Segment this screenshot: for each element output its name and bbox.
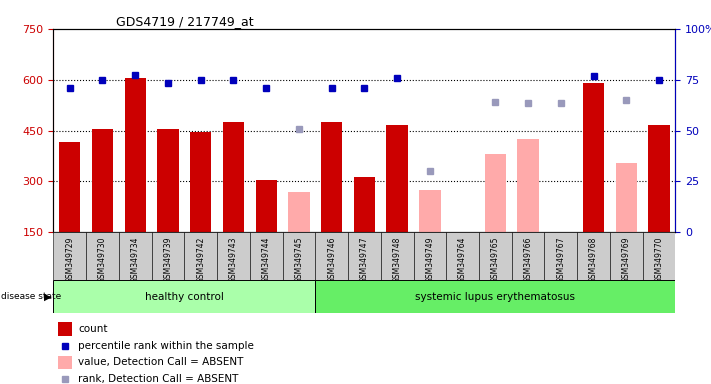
Text: GSM349745: GSM349745 bbox=[294, 236, 304, 283]
FancyBboxPatch shape bbox=[577, 232, 610, 280]
Bar bbox=[124, 78, 146, 232]
Text: GSM349766: GSM349766 bbox=[523, 236, 533, 283]
Bar bbox=[648, 126, 670, 232]
FancyBboxPatch shape bbox=[53, 280, 315, 313]
Bar bbox=[518, 139, 539, 232]
FancyBboxPatch shape bbox=[315, 232, 348, 280]
Bar bbox=[223, 122, 244, 232]
Text: GSM349730: GSM349730 bbox=[98, 236, 107, 283]
FancyBboxPatch shape bbox=[348, 232, 381, 280]
FancyBboxPatch shape bbox=[381, 232, 414, 280]
Bar bbox=[616, 163, 637, 232]
Text: systemic lupus erythematosus: systemic lupus erythematosus bbox=[415, 291, 575, 302]
Text: healthy control: healthy control bbox=[145, 291, 224, 302]
Bar bbox=[354, 177, 375, 232]
FancyBboxPatch shape bbox=[282, 232, 315, 280]
Text: count: count bbox=[78, 324, 107, 334]
FancyBboxPatch shape bbox=[151, 232, 184, 280]
Bar bbox=[92, 129, 113, 232]
Bar bbox=[419, 190, 441, 232]
Bar bbox=[387, 126, 408, 232]
FancyBboxPatch shape bbox=[512, 232, 545, 280]
FancyBboxPatch shape bbox=[250, 232, 282, 280]
Text: GSM349764: GSM349764 bbox=[458, 236, 467, 283]
Text: GSM349767: GSM349767 bbox=[556, 236, 565, 283]
Bar bbox=[583, 83, 604, 232]
Bar bbox=[255, 180, 277, 232]
FancyBboxPatch shape bbox=[447, 232, 479, 280]
Text: GSM349748: GSM349748 bbox=[392, 236, 402, 283]
Bar bbox=[58, 322, 72, 336]
FancyBboxPatch shape bbox=[643, 232, 675, 280]
Text: value, Detection Call = ABSENT: value, Detection Call = ABSENT bbox=[78, 358, 244, 367]
Text: GSM349749: GSM349749 bbox=[425, 236, 434, 283]
Text: rank, Detection Call = ABSENT: rank, Detection Call = ABSENT bbox=[78, 374, 239, 384]
Text: GSM349744: GSM349744 bbox=[262, 236, 271, 283]
FancyBboxPatch shape bbox=[315, 280, 675, 313]
Text: GSM349742: GSM349742 bbox=[196, 236, 205, 283]
Bar bbox=[157, 129, 178, 232]
Text: GSM349746: GSM349746 bbox=[327, 236, 336, 283]
Text: disease state: disease state bbox=[1, 292, 62, 301]
Text: ▶: ▶ bbox=[44, 291, 52, 302]
FancyBboxPatch shape bbox=[479, 232, 512, 280]
Bar bbox=[58, 356, 72, 369]
Bar bbox=[190, 132, 211, 232]
Bar bbox=[485, 154, 506, 232]
FancyBboxPatch shape bbox=[217, 232, 250, 280]
Text: GSM349729: GSM349729 bbox=[65, 236, 74, 283]
FancyBboxPatch shape bbox=[610, 232, 643, 280]
Text: GSM349765: GSM349765 bbox=[491, 236, 500, 283]
Text: GSM349743: GSM349743 bbox=[229, 236, 238, 283]
FancyBboxPatch shape bbox=[53, 232, 86, 280]
FancyBboxPatch shape bbox=[184, 232, 217, 280]
FancyBboxPatch shape bbox=[545, 232, 577, 280]
Bar bbox=[321, 122, 342, 232]
Text: percentile rank within the sample: percentile rank within the sample bbox=[78, 341, 254, 351]
Text: GDS4719 / 217749_at: GDS4719 / 217749_at bbox=[115, 15, 253, 28]
Text: GSM349739: GSM349739 bbox=[164, 236, 173, 283]
FancyBboxPatch shape bbox=[86, 232, 119, 280]
Text: GSM349770: GSM349770 bbox=[655, 236, 663, 283]
FancyBboxPatch shape bbox=[119, 232, 151, 280]
Text: GSM349768: GSM349768 bbox=[589, 236, 598, 283]
FancyBboxPatch shape bbox=[414, 232, 447, 280]
Text: GSM349747: GSM349747 bbox=[360, 236, 369, 283]
Bar bbox=[288, 192, 309, 232]
Text: GSM349734: GSM349734 bbox=[131, 236, 139, 283]
Text: GSM349769: GSM349769 bbox=[622, 236, 631, 283]
Bar bbox=[59, 142, 80, 232]
